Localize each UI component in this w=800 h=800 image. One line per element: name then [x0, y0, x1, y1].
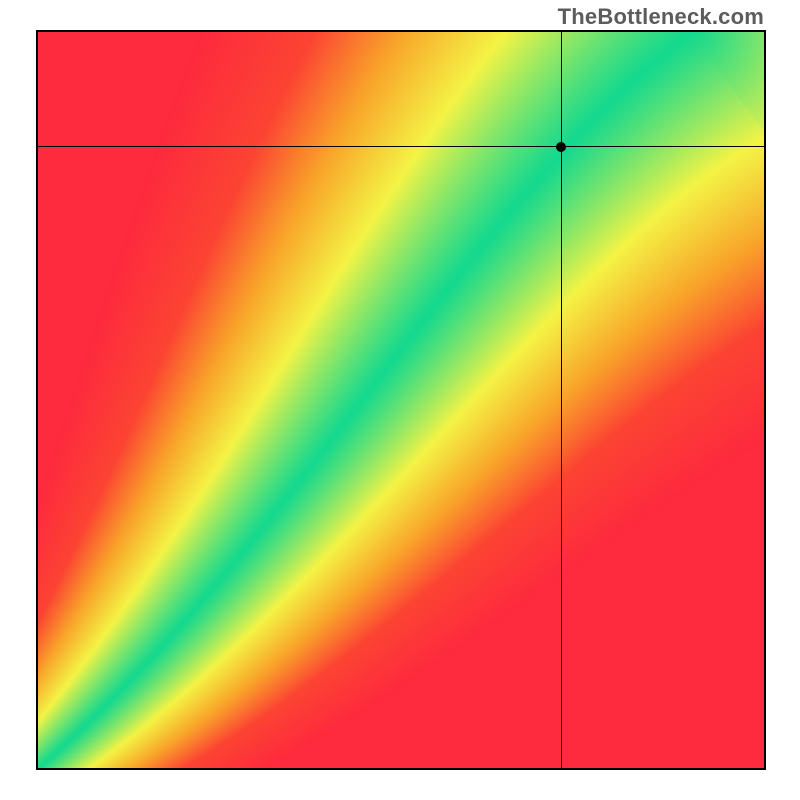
crosshair-horizontal: [38, 146, 764, 147]
crosshair-marker[interactable]: [556, 142, 566, 152]
plot-frame: [36, 30, 766, 770]
watermark-text: TheBottleneck.com: [558, 4, 764, 30]
